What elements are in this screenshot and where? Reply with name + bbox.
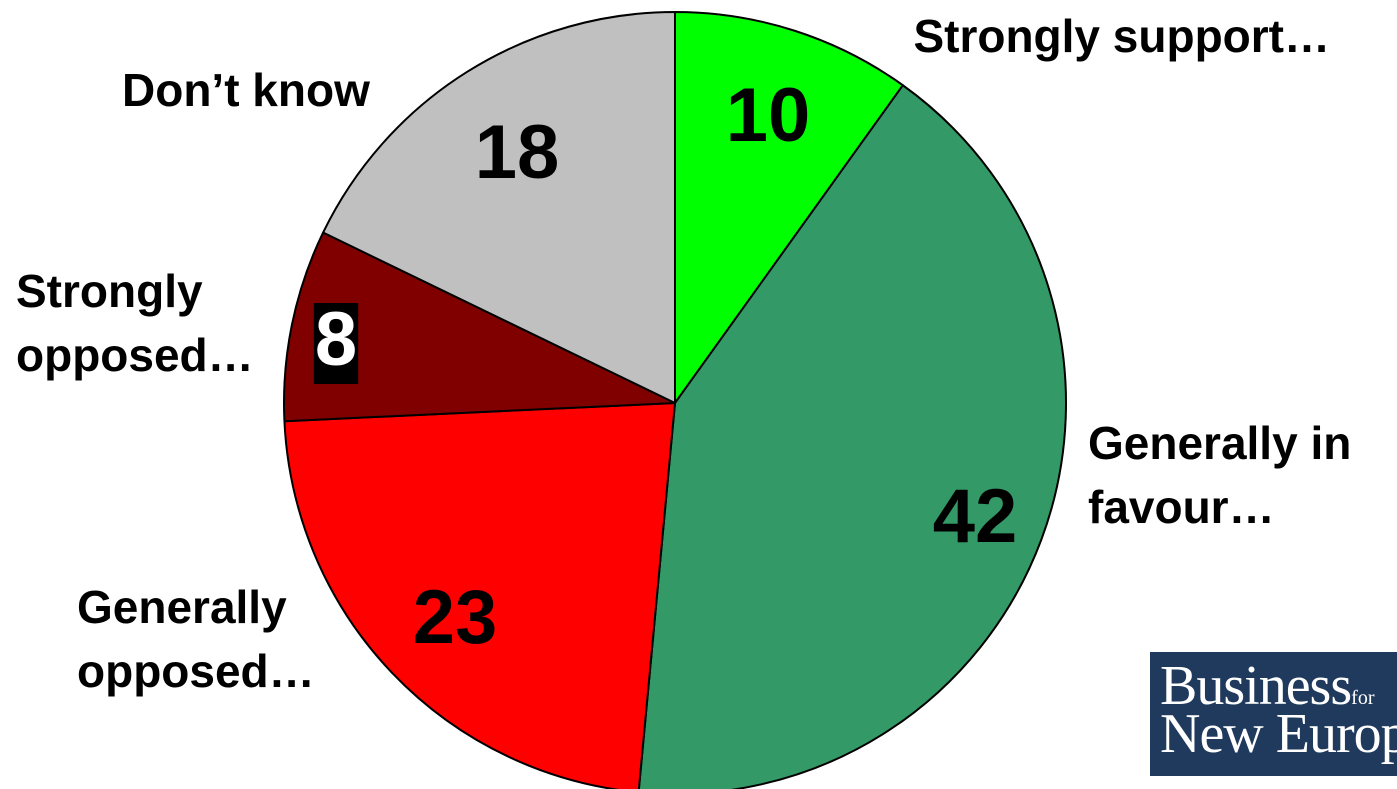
pie-category-label-2-line-0: Generally — [77, 581, 287, 633]
business-for-new-europe-logo: Businessfor New Europe — [1150, 652, 1397, 776]
pie-category-label-4-line-0: Don’t know — [122, 64, 370, 116]
pie-slice-2 — [283, 402, 676, 789]
logo-line-2: New Europe — [1160, 703, 1397, 765]
pie-category-label-3: Strongly opposed… — [16, 265, 254, 381]
logo-word-for: for — [1351, 687, 1375, 709]
pie-value-label-box-3 — [313, 303, 359, 384]
pie-category-label-1-line-1: favour… — [1088, 481, 1275, 533]
pie-category-label-2-line-1: opposed… — [77, 645, 315, 697]
pie-value-labels: 10 42 23 8 18 — [313, 73, 1018, 660]
pie-value-label-3: 8 — [315, 297, 357, 382]
pie-category-label-1: Generally in favour… — [1088, 417, 1351, 533]
pie-slice-4 — [322, 11, 676, 404]
pie-category-label-0-line-0: Strongly support… — [913, 10, 1330, 62]
pie-value-label-4: 18 — [475, 110, 560, 195]
pie-category-label-3-line-1: opposed… — [16, 329, 254, 381]
pie-value-label-0: 10 — [726, 73, 811, 158]
pie-category-label-2: Generally opposed… — [77, 581, 315, 697]
pie-slice-3 — [283, 231, 676, 423]
logo-line-1: Businessfor — [1160, 658, 1374, 726]
pie-category-labels: Strongly support…Generally in favour…Gene… — [16, 10, 1351, 697]
logo-word-business: Business — [1160, 655, 1352, 717]
pie-value-label-2: 23 — [413, 575, 498, 660]
pie-slice-1 — [637, 84, 1067, 789]
pie-category-label-1-line-0: Generally in — [1088, 417, 1351, 469]
pie-slices — [283, 11, 1067, 789]
pie-value-label-1: 42 — [933, 474, 1018, 559]
pie-slice-0 — [674, 11, 904, 404]
pie-category-label-0: Strongly support… — [913, 10, 1330, 62]
pie-category-label-3-line-0: Strongly — [16, 265, 203, 317]
pie-category-label-4: Don’t know — [122, 64, 370, 116]
